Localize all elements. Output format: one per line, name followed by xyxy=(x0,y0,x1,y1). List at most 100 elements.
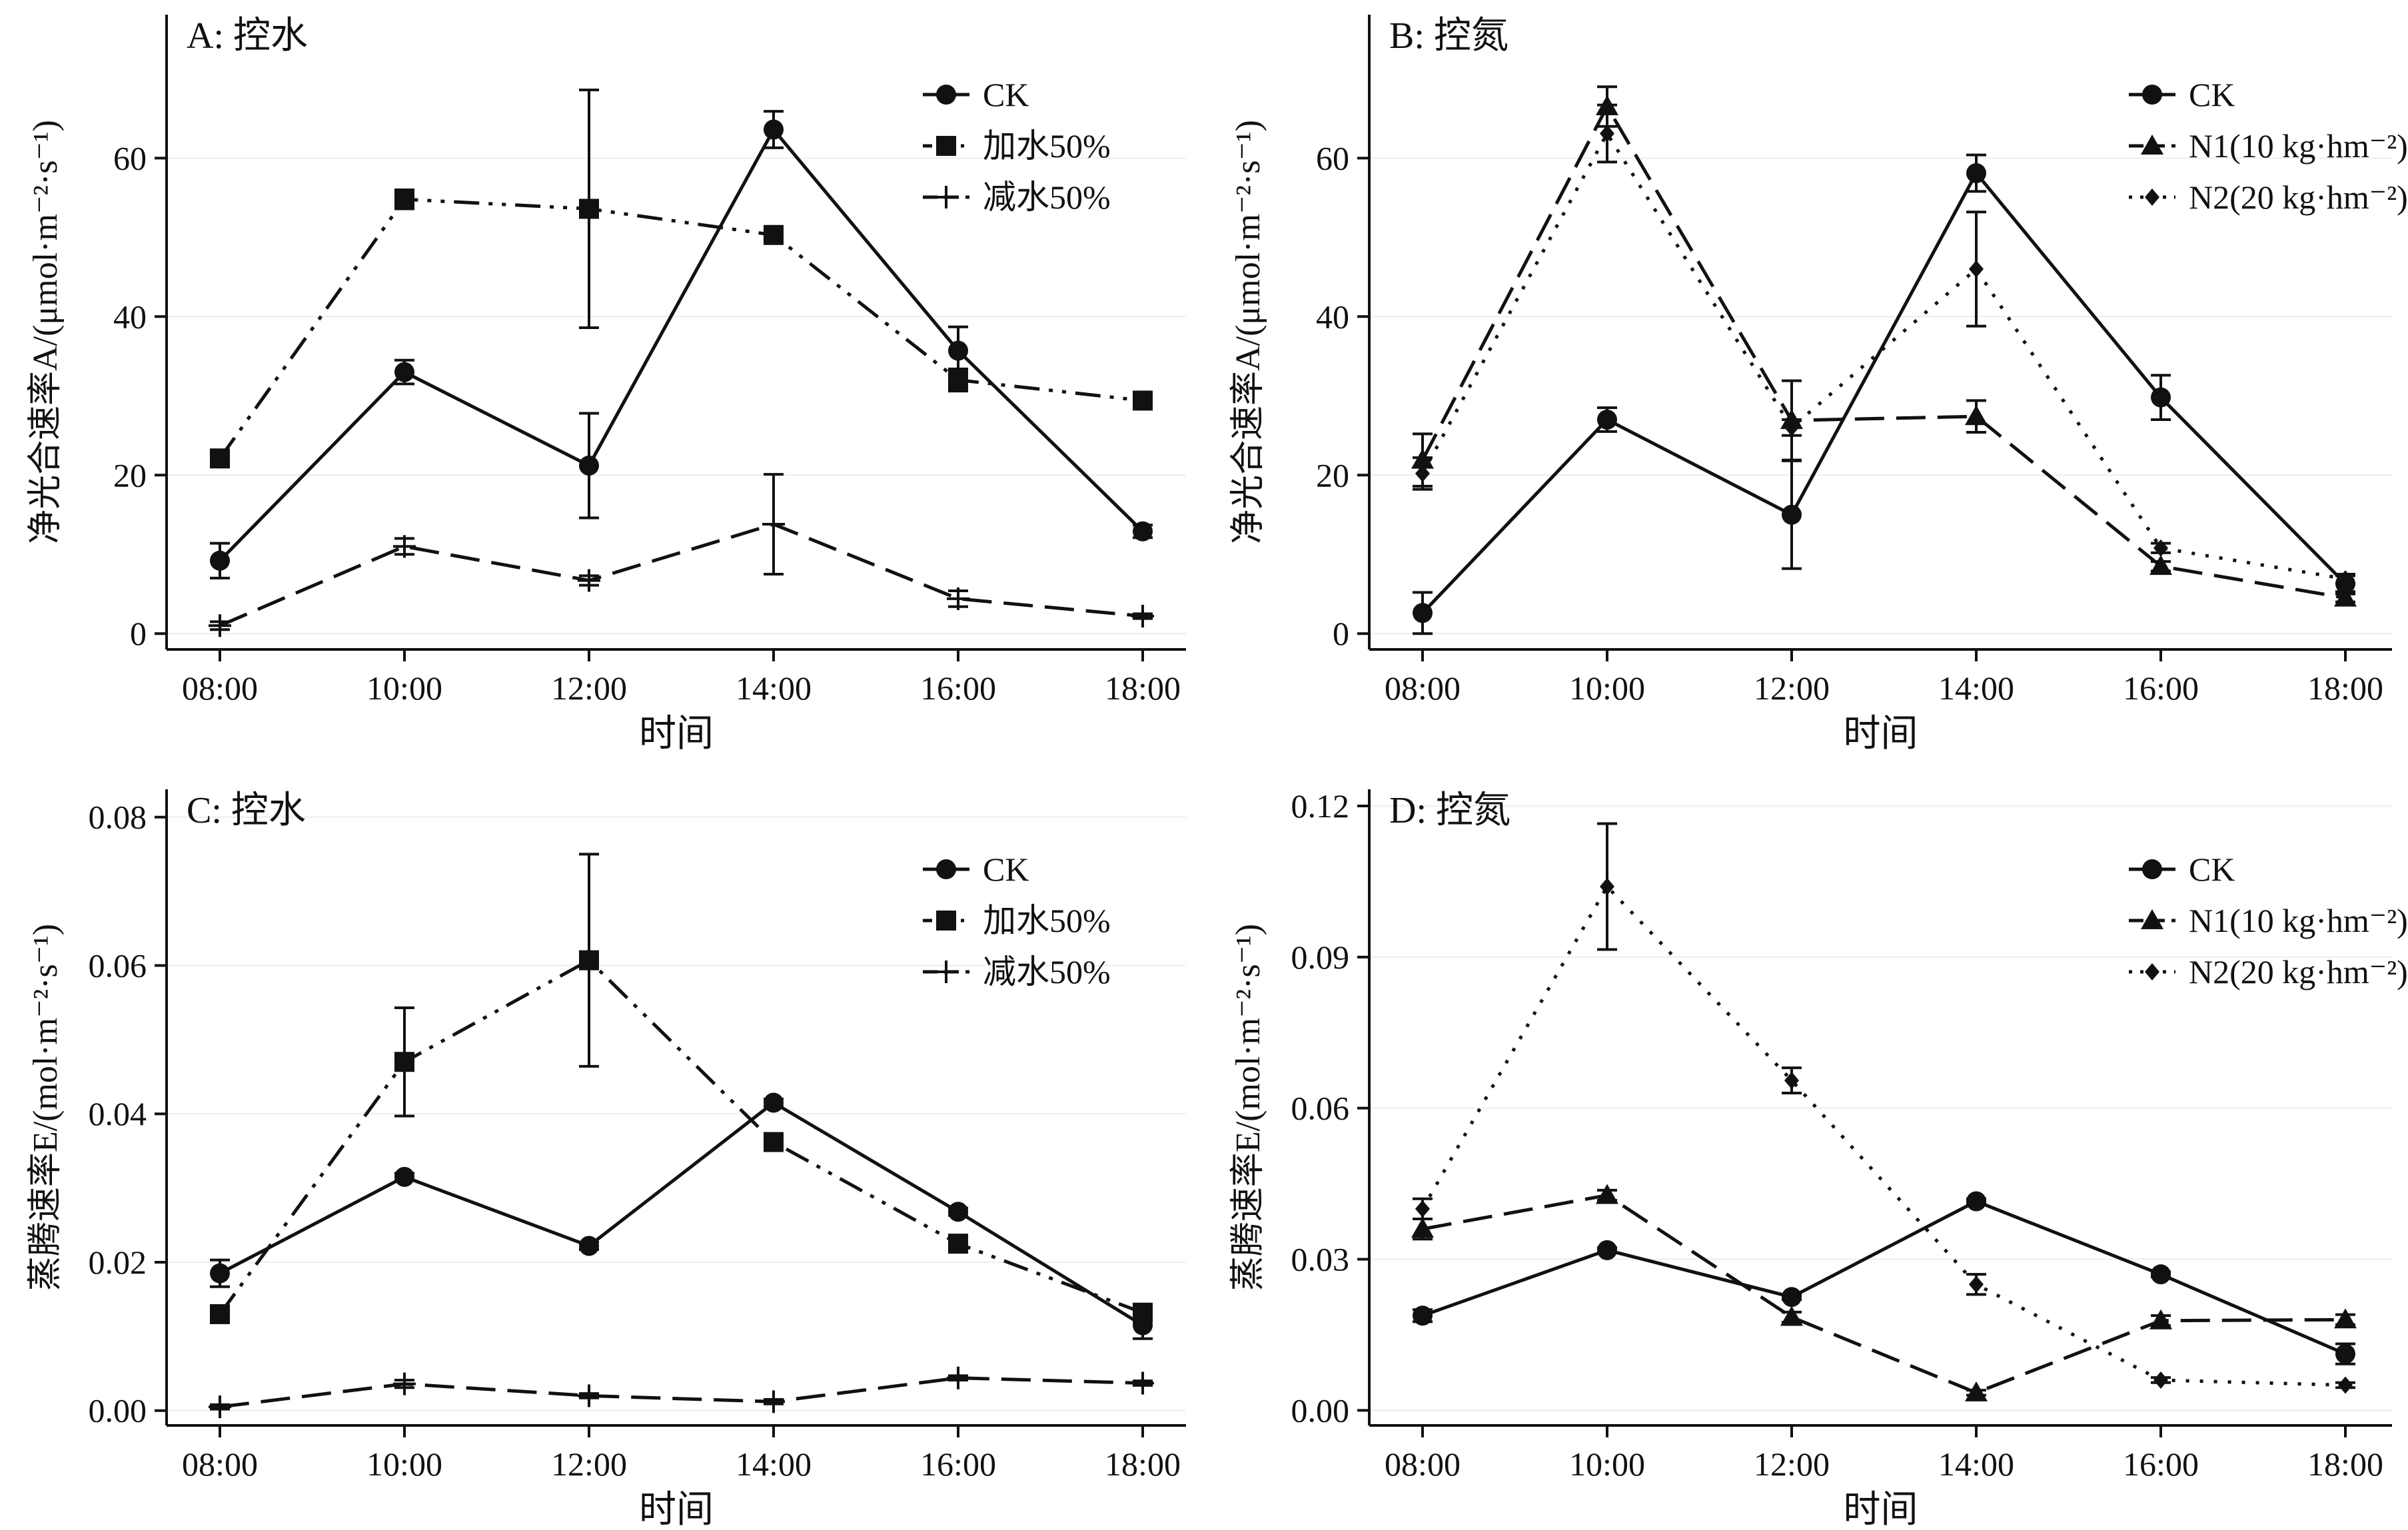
series-line xyxy=(219,1376,1143,1409)
data-point-marker xyxy=(393,535,416,558)
data-point-marker xyxy=(1969,260,1984,278)
data-point-marker xyxy=(2153,1371,2168,1389)
y-axis-label: 蒸腾速率E/(mol·m⁻²·s⁻¹) xyxy=(1229,924,1267,1291)
series-3 xyxy=(209,473,1154,637)
series-2 xyxy=(210,853,1153,1324)
legend-label: 减水50% xyxy=(983,179,1111,216)
data-point-marker xyxy=(1413,603,1433,623)
y-tick-label: 60 xyxy=(113,139,147,177)
y-tick-label: 0.09 xyxy=(1291,939,1350,976)
data-point-marker xyxy=(578,1384,600,1407)
data-point-marker xyxy=(394,1052,414,1072)
data-point-marker xyxy=(1415,1200,1430,1218)
series-line xyxy=(1421,883,2346,1387)
series-3 xyxy=(209,1366,1154,1419)
legend-label: N2(20 kg·hm⁻²) xyxy=(2189,179,2408,216)
series-3 xyxy=(1413,103,2355,588)
legend-marker xyxy=(936,911,956,931)
series-line xyxy=(1421,103,2346,600)
data-point-marker xyxy=(948,370,968,390)
panel-d: 0.00 0.03 0.06 0.09 0.12 08:00 10:00 12:00 14:00… xyxy=(1229,787,2408,1530)
legend-label: 减水50% xyxy=(983,953,1111,990)
x-tick-label: 14:00 xyxy=(1938,669,2014,707)
legend-marker xyxy=(936,85,956,105)
data-point-marker xyxy=(394,1166,414,1187)
data-point-marker xyxy=(579,198,599,219)
x-tick-label: 12:00 xyxy=(551,669,627,707)
data-point-marker xyxy=(579,950,599,970)
panel-title: A: 控水 xyxy=(187,15,308,57)
legend-marker xyxy=(2141,909,2163,929)
series-line xyxy=(1421,170,2347,614)
y-tick-label: 20 xyxy=(113,456,147,494)
data-point-marker xyxy=(394,189,414,210)
y-axis-label: 蒸腾速率E/(mol·m⁻²·s⁻¹) xyxy=(27,924,65,1291)
panel-title: C: 控水 xyxy=(187,790,306,831)
series-line xyxy=(219,127,1144,562)
x-tick-label: 16:00 xyxy=(920,1445,996,1483)
legend-marker xyxy=(935,960,957,983)
data-point-marker xyxy=(1133,1302,1153,1323)
series-2 xyxy=(1411,1184,2357,1401)
y-tick-label: 0.04 xyxy=(89,1095,147,1132)
y-tick-label: 0.06 xyxy=(1291,1090,1350,1127)
data-point-marker xyxy=(2334,586,2357,607)
data-point-marker xyxy=(579,1236,599,1256)
series-1 xyxy=(1413,1191,2355,1365)
y-tick-label: 60 xyxy=(1316,139,1349,177)
series-line xyxy=(1422,1199,2346,1355)
data-point-marker xyxy=(579,455,599,476)
x-tick-label: 14:00 xyxy=(736,669,812,707)
data-point-marker xyxy=(2335,1343,2355,1364)
data-point-marker xyxy=(1597,1240,1617,1260)
data-point-marker xyxy=(764,119,784,140)
data-point-marker xyxy=(1780,1306,1803,1326)
data-point-marker xyxy=(1966,163,1986,183)
y-tick-label: 40 xyxy=(113,298,147,335)
data-point-marker xyxy=(1413,1306,1433,1326)
panel-title: D: 控氮 xyxy=(1389,790,1510,831)
y-tick-label: 0.02 xyxy=(89,1244,147,1281)
data-point-marker xyxy=(209,1395,231,1419)
data-point-marker xyxy=(2338,570,2353,588)
x-tick-label: 18:00 xyxy=(1105,669,1181,707)
legend: CK 加水50% 减水50% xyxy=(923,851,1111,990)
panel-c: 0.00 0.02 0.04 0.06 0.08 08:00 10:00 12:00 14:00… xyxy=(27,789,1186,1530)
x-axis-label: 时间 xyxy=(639,713,714,755)
y-axis-label: 净光合速率A/(μmol·m⁻²·s⁻¹) xyxy=(27,120,65,544)
data-point-marker xyxy=(1965,405,1988,426)
data-point-marker xyxy=(2153,539,2168,557)
series-line xyxy=(1421,130,2346,581)
data-point-marker xyxy=(1597,409,1617,430)
data-point-marker xyxy=(948,1234,968,1254)
x-tick-label: 18:00 xyxy=(2307,669,2383,707)
legend: CK N1(10 kg·hm⁻²) N2(20 kg·hm⁻²) xyxy=(2129,851,2408,990)
legend-marker xyxy=(935,186,957,208)
x-tick-label: 08:00 xyxy=(182,669,258,707)
legend-label: CK xyxy=(983,851,1029,888)
data-point-marker xyxy=(210,448,230,469)
data-point-marker xyxy=(1600,877,1614,895)
data-point-marker xyxy=(394,362,414,382)
legend: CK N1(10 kg·hm⁻²) N2(20 kg·hm⁻²) xyxy=(2129,76,2408,216)
y-tick-label: 0 xyxy=(1333,615,1349,652)
legend-label: 加水50% xyxy=(983,902,1111,939)
series-line xyxy=(1422,1193,2346,1395)
x-tick-label: 18:00 xyxy=(2307,1445,2383,1483)
x-tick-label: 16:00 xyxy=(920,669,996,707)
legend-marker xyxy=(2141,135,2163,155)
data-point-marker xyxy=(209,614,231,637)
legend-marker xyxy=(936,859,956,879)
data-point-marker xyxy=(1415,464,1430,482)
y-tick-label: 0.08 xyxy=(89,799,147,836)
x-tick-label: 08:00 xyxy=(1385,669,1461,707)
data-point-marker xyxy=(947,1366,969,1389)
legend-marker xyxy=(2142,85,2162,105)
y-tick-label: 0.06 xyxy=(89,947,147,984)
data-point-marker xyxy=(2151,387,2171,408)
data-point-marker xyxy=(1411,1218,1434,1238)
data-point-marker xyxy=(1782,504,1802,525)
x-axis-label: 时间 xyxy=(1844,713,1918,755)
x-tick-label: 08:00 xyxy=(1385,1445,1461,1483)
